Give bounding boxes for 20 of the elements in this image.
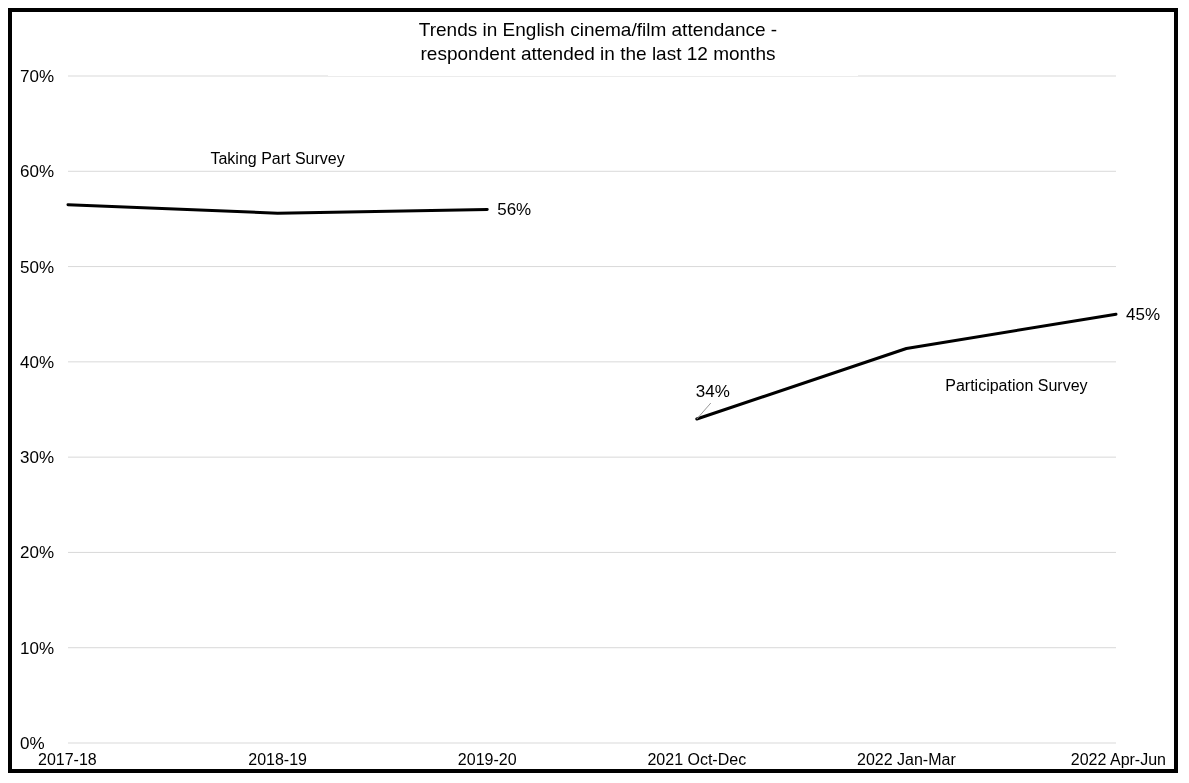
data-label: 56% <box>497 200 532 220</box>
y-tick-label: 40% <box>20 352 55 372</box>
x-tick-label: 2021 Oct-Dec <box>647 751 747 768</box>
x-tick-label: 2019-20 <box>457 751 517 768</box>
y-tick-label: 0% <box>20 734 45 753</box>
chart-title: Trends in English cinema/film attendance - respondent attended in the last 12 months <box>418 19 778 64</box>
text: Taking Part Survey <box>210 150 345 168</box>
data-label: 45% <box>1126 305 1161 325</box>
x-tick-label: 2022 Jan-Mar <box>857 751 957 768</box>
x-tick-label: 2017-18 <box>38 751 97 768</box>
y-tick-label: 50% <box>20 257 55 277</box>
y-tick-label: 70% <box>20 67 55 86</box>
x-tick-label: 2018-19 <box>248 751 308 768</box>
y-tick-label: 20% <box>20 543 55 563</box>
y-tick-label: 10% <box>20 638 55 658</box>
x-tick-label: 2022 Apr-Jun <box>1070 751 1166 768</box>
y-tick-label: 30% <box>20 448 55 468</box>
y-tick-label: 60% <box>20 162 55 182</box>
data-label: 34% <box>695 382 730 402</box>
text: Participation Survey <box>945 376 1088 394</box>
